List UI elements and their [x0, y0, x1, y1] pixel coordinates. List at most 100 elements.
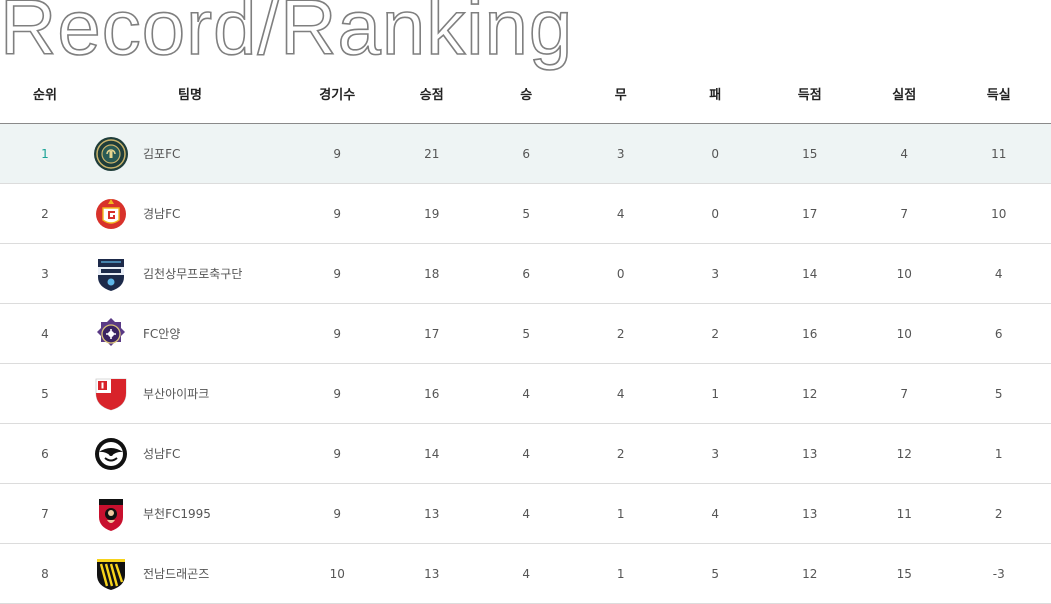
- team-name[interactable]: 부산아이파크: [143, 387, 210, 401]
- wins-cell: 4: [522, 386, 531, 401]
- table-row[interactable]: 4 FC안양 9 17 5 2 2 16 10 6: [0, 304, 1051, 364]
- header-points[interactable]: 승점: [419, 88, 444, 103]
- goal-diff-cell: 5: [994, 386, 1003, 401]
- wins-cell: 4: [522, 506, 531, 521]
- header-wins[interactable]: 승: [520, 88, 533, 103]
- draws-cell: 3: [616, 146, 625, 161]
- goals-for-cell: 16: [802, 326, 818, 341]
- goal-diff-cell: 4: [994, 266, 1003, 281]
- losses-cell: 3: [711, 266, 720, 281]
- wins-cell: 6: [522, 146, 531, 161]
- header-goal-diff[interactable]: 득실: [986, 88, 1011, 103]
- goals-against-cell: 7: [900, 206, 909, 221]
- rank-cell: 6: [41, 446, 49, 461]
- draws-cell: 1: [616, 566, 625, 581]
- gimpo-fc-logo-icon: [93, 136, 129, 172]
- goal-diff-cell: 2: [994, 506, 1003, 521]
- team-cell: 경남FC: [90, 196, 290, 232]
- points-cell: 13: [424, 566, 440, 581]
- team-name[interactable]: 김포FC: [143, 147, 181, 161]
- games-cell: 9: [333, 206, 342, 221]
- draws-cell: 4: [616, 386, 625, 401]
- fc-anyang-logo-icon: [93, 316, 129, 352]
- gimcheon-sangmu-logo-icon: [93, 256, 129, 292]
- rank-cell: 2: [41, 206, 49, 221]
- team-name[interactable]: 부천FC1995: [143, 507, 211, 521]
- goals-for-cell: 17: [802, 206, 818, 221]
- points-cell: 13: [424, 506, 440, 521]
- goals-against-cell: 7: [900, 386, 909, 401]
- wins-cell: 4: [522, 566, 531, 581]
- losses-cell: 5: [711, 566, 720, 581]
- header-goals-against[interactable]: 실점: [892, 88, 917, 103]
- table-row[interactable]: 3 김천상무프로축구단 9 18 6 0 3 14 10 4: [0, 244, 1051, 304]
- goals-against-cell: 4: [900, 146, 909, 161]
- goal-diff-cell: -3: [992, 566, 1005, 581]
- header-goals-for[interactable]: 득점: [797, 88, 822, 103]
- points-cell: 19: [424, 206, 440, 221]
- goals-for-cell: 15: [802, 146, 818, 161]
- wins-cell: 5: [522, 326, 531, 341]
- team-cell: 김천상무프로축구단: [90, 256, 290, 292]
- losses-cell: 4: [711, 506, 720, 521]
- header-draws[interactable]: 무: [614, 88, 627, 103]
- draws-cell: 2: [616, 446, 625, 461]
- goals-against-cell: 10: [896, 326, 912, 341]
- games-cell: 9: [333, 506, 342, 521]
- gyeongnam-fc-logo-icon: [93, 196, 129, 232]
- rank-cell: 8: [41, 566, 49, 581]
- points-cell: 18: [424, 266, 440, 281]
- points-cell: 21: [424, 146, 440, 161]
- header-rank[interactable]: 순위: [33, 88, 57, 103]
- rank-cell: 5: [41, 386, 49, 401]
- goals-for-cell: 13: [802, 446, 818, 461]
- team-name[interactable]: 전남드래곤즈: [143, 567, 210, 581]
- goals-against-cell: 11: [896, 506, 912, 521]
- team-cell: 성남FC: [90, 436, 290, 472]
- games-cell: 10: [329, 566, 345, 581]
- rank-cell: 1: [41, 146, 49, 161]
- losses-cell: 0: [711, 206, 720, 221]
- goals-for-cell: 12: [802, 566, 818, 581]
- goals-against-cell: 12: [896, 446, 912, 461]
- table-row[interactable]: 7 부천FC1995 9 13 4 1 4 13 11 2: [0, 484, 1051, 544]
- draws-cell: 2: [616, 326, 625, 341]
- table-row[interactable]: 6 성남FC 9 14 4 2 3 13 12 1: [0, 424, 1051, 484]
- table-row[interactable]: 5 부산아이파크 9 16 4 4 1 12 7 5: [0, 364, 1051, 424]
- standings-table: 순위 팀명 경기수 승점 승 무 패 득점 실점 득실 1 김포FC 9 21: [0, 64, 1051, 604]
- goals-for-cell: 12: [802, 386, 818, 401]
- jeonnam-dragons-logo-icon: [93, 556, 129, 592]
- goals-against-cell: 10: [896, 266, 912, 281]
- rank-cell: 4: [41, 326, 49, 341]
- team-name[interactable]: 경남FC: [143, 207, 181, 221]
- games-cell: 9: [333, 326, 342, 341]
- goal-diff-cell: 10: [991, 206, 1007, 221]
- header-games[interactable]: 경기수: [319, 88, 356, 103]
- table-row[interactable]: 8 전남드래곤즈 10 13 4 1 5 12 15 -3: [0, 544, 1051, 604]
- header-losses[interactable]: 패: [709, 88, 722, 103]
- games-cell: 9: [333, 266, 342, 281]
- wins-cell: 6: [522, 266, 531, 281]
- table-header: 순위 팀명 경기수 승점 승 무 패 득점 실점 득실: [0, 64, 1051, 124]
- rank-cell: 3: [41, 266, 49, 281]
- header-team[interactable]: 팀명: [178, 88, 202, 103]
- points-cell: 16: [424, 386, 440, 401]
- team-name[interactable]: 김천상무프로축구단: [143, 267, 243, 281]
- draws-cell: 0: [616, 266, 625, 281]
- games-cell: 9: [333, 446, 342, 461]
- goal-diff-cell: 11: [991, 146, 1007, 161]
- points-cell: 17: [424, 326, 440, 341]
- team-name[interactable]: 성남FC: [143, 447, 181, 461]
- page-title: Record/Ranking: [0, 0, 574, 71]
- goals-for-cell: 14: [802, 266, 818, 281]
- games-cell: 9: [333, 386, 342, 401]
- table-row[interactable]: 2 경남FC 9 19 5 4 0 17 7 10: [0, 184, 1051, 244]
- losses-cell: 0: [711, 146, 720, 161]
- losses-cell: 2: [711, 326, 720, 341]
- team-cell: FC안양: [90, 316, 290, 352]
- table-row[interactable]: 1 김포FC 9 21 6 3 0 15 4 11: [0, 124, 1051, 184]
- team-cell: 부산아이파크: [90, 376, 290, 412]
- team-cell: 전남드래곤즈: [90, 556, 290, 592]
- draws-cell: 1: [616, 506, 625, 521]
- team-name[interactable]: FC안양: [143, 327, 181, 341]
